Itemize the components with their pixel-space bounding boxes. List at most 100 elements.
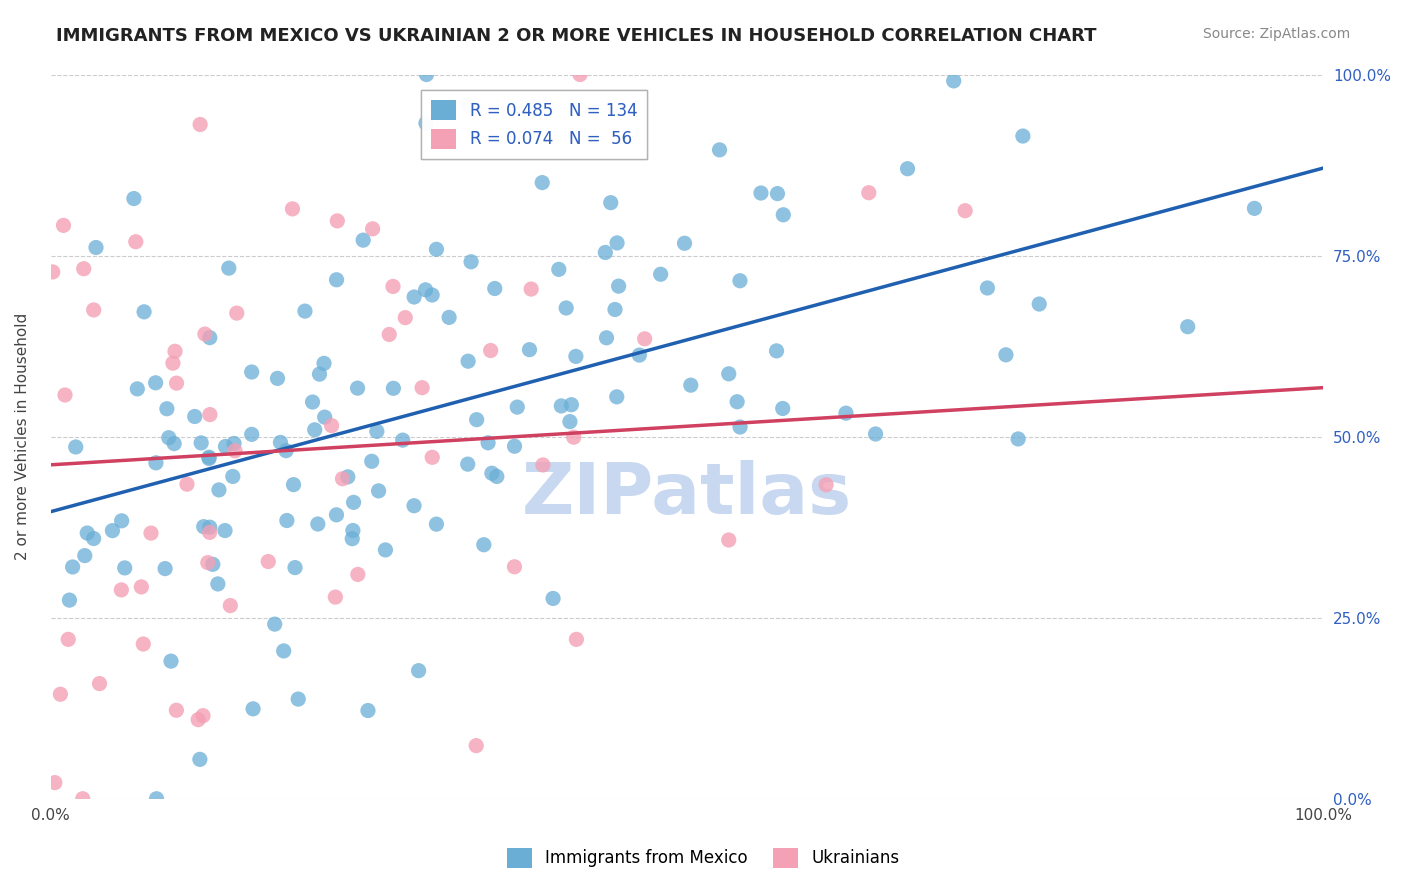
Point <box>547 262 569 277</box>
Point <box>606 235 628 250</box>
Point <box>725 394 748 409</box>
Point <box>153 561 176 575</box>
Point <box>139 526 162 541</box>
Point <box>125 235 148 249</box>
Point <box>198 520 221 534</box>
Point <box>263 617 285 632</box>
Point <box>465 739 488 753</box>
Point <box>89 676 111 690</box>
Point <box>520 282 543 296</box>
Point <box>73 549 96 563</box>
Point <box>145 791 167 805</box>
Point <box>765 343 787 358</box>
Point <box>342 532 364 546</box>
Point <box>728 420 751 434</box>
Point <box>269 435 291 450</box>
Point <box>242 702 264 716</box>
Point <box>332 472 354 486</box>
Point <box>865 427 887 442</box>
Point <box>472 538 495 552</box>
Point <box>457 354 479 368</box>
Point <box>207 577 229 591</box>
Point <box>415 116 437 130</box>
Point <box>190 436 212 450</box>
Point <box>284 560 307 574</box>
Point <box>942 74 965 88</box>
Point <box>157 431 180 445</box>
Point <box>378 327 401 342</box>
Point <box>679 378 702 392</box>
Point <box>198 408 221 422</box>
Point <box>198 450 221 465</box>
Point <box>274 443 297 458</box>
Legend: R = 0.485   N = 134, R = 0.074   N =  56: R = 0.485 N = 134, R = 0.074 N = 56 <box>422 90 647 159</box>
Point <box>321 418 343 433</box>
Point <box>402 499 425 513</box>
Point <box>162 356 184 370</box>
Point <box>198 451 221 466</box>
Point <box>519 343 541 357</box>
Point <box>122 192 145 206</box>
Point <box>599 195 621 210</box>
Point <box>110 582 132 597</box>
Point <box>569 68 592 82</box>
Point <box>266 371 288 385</box>
Point <box>132 305 155 319</box>
Point <box>346 381 368 395</box>
Point <box>218 261 240 276</box>
Point <box>485 469 508 483</box>
Point <box>225 306 247 320</box>
Point <box>342 524 364 538</box>
Point <box>41 265 63 279</box>
Point <box>224 443 246 458</box>
Point <box>166 376 188 391</box>
Point <box>276 514 298 528</box>
Point <box>506 400 529 414</box>
Point <box>194 327 217 342</box>
Point <box>307 516 329 531</box>
Point <box>457 98 479 112</box>
Point <box>83 532 105 546</box>
Point <box>294 304 316 318</box>
Point <box>72 791 94 805</box>
Point <box>607 279 630 293</box>
Point <box>391 433 413 447</box>
Point <box>360 454 382 468</box>
Point <box>240 365 263 379</box>
Point <box>382 279 405 293</box>
Point <box>555 301 578 315</box>
Point <box>560 398 582 412</box>
Point <box>325 590 347 604</box>
Point <box>479 343 502 358</box>
Point <box>347 567 370 582</box>
Point <box>165 703 187 717</box>
Point <box>673 236 696 251</box>
Point <box>357 704 380 718</box>
Point <box>326 214 349 228</box>
Point <box>312 356 335 370</box>
Point <box>1177 319 1199 334</box>
Point <box>766 186 789 201</box>
Point <box>558 415 581 429</box>
Point <box>73 261 96 276</box>
Point <box>176 477 198 491</box>
Point <box>477 435 499 450</box>
Point <box>460 254 482 268</box>
Point <box>1243 202 1265 216</box>
Point <box>83 302 105 317</box>
Point <box>325 508 347 522</box>
Point <box>749 186 772 200</box>
Point <box>361 222 384 236</box>
Point <box>273 644 295 658</box>
Point <box>336 470 359 484</box>
Point <box>503 559 526 574</box>
Point <box>257 555 280 569</box>
Point <box>62 560 84 574</box>
Point <box>208 483 231 497</box>
Point <box>650 267 672 281</box>
Point <box>52 219 75 233</box>
Point <box>49 687 72 701</box>
Text: ZIPatlas: ZIPatlas <box>522 460 852 529</box>
Point <box>58 593 80 607</box>
Point <box>394 310 416 325</box>
